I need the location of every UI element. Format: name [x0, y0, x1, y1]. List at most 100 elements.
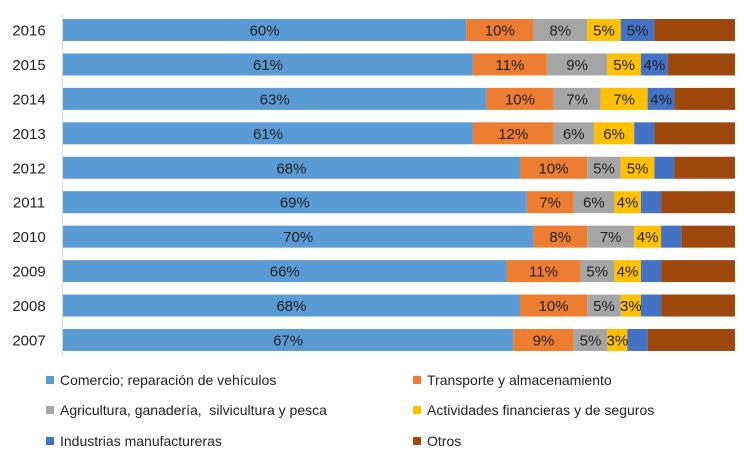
legend-label: Transporte y almacenamiento: [427, 372, 612, 388]
bar-segment: [620, 19, 655, 41]
bar-segment: [661, 294, 735, 317]
data-label: 61%: [253, 126, 283, 143]
legend-item: Agricultura, ganadería, silvicultura y p…: [46, 402, 327, 418]
bar-segment: [640, 191, 662, 214]
data-label: 12%: [498, 126, 528, 143]
bar-segment: [607, 53, 641, 76]
data-label: 5%: [613, 57, 635, 74]
bar-segment: [63, 260, 507, 283]
category-label: 2014: [12, 91, 45, 108]
bar-segment: [587, 19, 621, 41]
legend-label: Agricultura, ganadería, silvicultura y p…: [60, 402, 327, 418]
bar-segment: [63, 328, 514, 351]
legend-label: Industrias manufactureras: [60, 433, 222, 449]
bar-segment: [600, 87, 648, 110]
legend-swatch: [46, 437, 54, 445]
bar-segment: [63, 225, 534, 248]
legend-item: Comercio; reparación de vehículos: [46, 372, 276, 388]
data-label: 61%: [253, 57, 283, 74]
category-label: 2013: [12, 126, 45, 143]
bar-segment: [63, 156, 520, 179]
data-label: 68%: [276, 298, 306, 315]
bar-segment: [654, 122, 735, 145]
bar-segment: [627, 328, 648, 351]
data-label: 5%: [627, 23, 649, 40]
data-label: 10%: [539, 160, 569, 177]
data-label: 11%: [529, 264, 558, 281]
bar-segment: [634, 122, 655, 145]
data-label: 4%: [617, 195, 639, 212]
data-label: 4%: [650, 91, 672, 108]
bar-segment: [533, 225, 588, 248]
data-label: 67%: [273, 332, 303, 349]
bar-segment: [587, 225, 635, 248]
data-label: 10%: [539, 298, 569, 315]
bar-segment: [546, 53, 608, 76]
bar-segment: [593, 122, 635, 145]
data-label: 6%: [583, 195, 605, 212]
legend-item: Transporte y almacenamiento: [413, 372, 612, 388]
data-label: 7%: [539, 195, 561, 212]
bar-segment: [640, 260, 662, 283]
data-label: 3%: [620, 298, 642, 315]
category-label: 2009: [12, 264, 45, 281]
bar-segment: [506, 260, 581, 283]
bar-segment: [620, 294, 641, 317]
data-label: 9%: [533, 332, 555, 349]
bar-segment: [466, 19, 534, 41]
legend-item: Industrias manufactureras: [46, 433, 222, 449]
legend-swatch: [413, 376, 421, 384]
data-label: 7%: [566, 91, 588, 108]
bar-segment: [63, 87, 487, 110]
bar-segment: [640, 53, 668, 76]
data-label: 9%: [566, 57, 588, 74]
bar-segment: [674, 87, 735, 110]
data-label: 7%: [613, 91, 635, 108]
bar-segment: [607, 328, 628, 351]
category-label: 2016: [12, 23, 45, 40]
bar-segment: [553, 87, 601, 110]
bar-segment: [647, 328, 735, 351]
data-label: 5%: [586, 264, 608, 281]
bar-segment: [63, 53, 473, 76]
legend-swatch: [46, 406, 54, 414]
bars-group: 60% 10% 8% 5% 5%61% 11% 9% 5% 4%63% 10% 7% 7% 4%61% 1…: [63, 19, 735, 351]
bar-segment: [661, 260, 735, 283]
data-label: 63%: [260, 91, 290, 108]
bar-segment: [472, 122, 554, 145]
bar-segment: [526, 191, 574, 214]
legend-label: Comercio; reparación de vehículos: [60, 372, 277, 388]
bar-segment: [587, 294, 621, 317]
bar-segment: [63, 191, 527, 214]
legend-swatch: [46, 376, 54, 384]
bar-segment: [654, 156, 675, 179]
data-label: 10%: [505, 91, 535, 108]
data-label: 11%: [495, 57, 524, 74]
data-label: 5%: [593, 298, 615, 315]
bar-segment: [573, 191, 615, 214]
bar-segment: [587, 156, 621, 179]
bar-segment: [553, 122, 594, 145]
bar-segment: [573, 328, 608, 351]
data-label: 70%: [283, 229, 313, 246]
data-label: 7%: [600, 229, 622, 246]
bar-segment: [647, 87, 675, 110]
bar-segment: [640, 294, 662, 317]
data-label: 6%: [563, 126, 585, 143]
bar-segment: [661, 225, 682, 248]
category-label: 2007: [12, 332, 45, 349]
data-label: 5%: [580, 332, 602, 349]
bar-segment: [667, 53, 735, 76]
legend: Comercio; reparación de vehículos Transp…: [0, 366, 744, 452]
data-label: 10%: [485, 23, 515, 40]
data-label: 66%: [270, 264, 300, 281]
bar-segment: [533, 19, 588, 41]
bar-segment: [620, 156, 655, 179]
bar-segment: [63, 19, 467, 41]
legend-item: Otros: [413, 433, 461, 449]
bar-segment: [486, 87, 554, 110]
bar-segment: [614, 191, 641, 214]
bar-segment: [472, 53, 547, 76]
category-label: 2010: [12, 229, 45, 246]
category-label: 2011: [13, 195, 45, 212]
